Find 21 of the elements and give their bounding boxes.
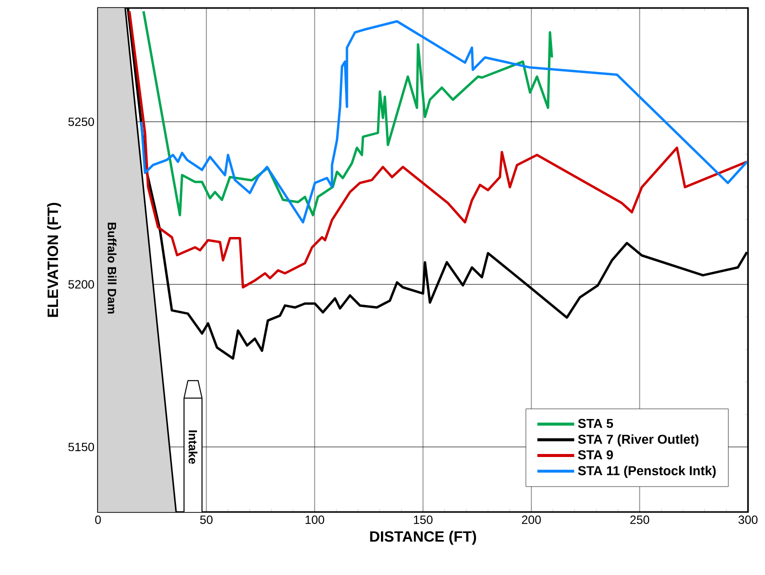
x-tick-label: 200	[522, 516, 541, 524]
annotation: Intake	[188, 430, 198, 464]
x-tick-label: 0	[95, 516, 101, 524]
x-tick-label: 300	[738, 516, 758, 524]
y-axis-title: ELEVATION (FT)	[47, 202, 62, 317]
annotation: Buffalo Bill Dam	[108, 222, 116, 314]
x-tick-label: 100	[306, 516, 324, 524]
line-series	[142, 10, 554, 216]
line-series	[140, 20, 748, 224]
legend-label: STA 7 (River Outlet)	[578, 434, 698, 446]
legend-label: STA 11 (Penstock Intk)	[578, 466, 716, 478]
x-axis-title: DISTANCE (FT)	[370, 530, 476, 545]
x-tick-label: 250	[630, 516, 650, 524]
legend-label: STA 5	[578, 418, 614, 428]
y-tick-label: 5200	[68, 280, 94, 289]
y-tick-label: 5150	[68, 442, 94, 452]
x-tick-label: 150	[414, 516, 433, 524]
y-tick-label: 5250	[68, 118, 94, 126]
x-tick-label: 50	[200, 516, 213, 524]
line-series	[128, 10, 748, 288]
legend-label: STA 9	[578, 450, 613, 460]
